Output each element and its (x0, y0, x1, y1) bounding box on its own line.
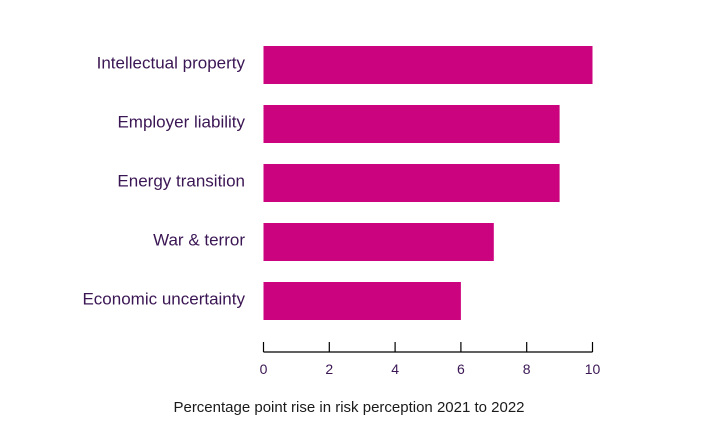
x-tick-label: 6 (457, 361, 465, 377)
bar-energy-transition (263, 164, 560, 202)
bar-war-terror (263, 223, 494, 261)
category-label: Intellectual property (97, 53, 246, 72)
x-axis-ticks-group: 0 2 4 6 8 10 (260, 342, 601, 377)
category-label: Energy transition (117, 171, 245, 190)
category-label: War & terror (153, 230, 245, 249)
bars-group (263, 46, 593, 320)
category-labels-group: Intellectual property Employer liability E… (82, 53, 245, 308)
bar-economic-uncertainty (263, 282, 461, 320)
category-label: Employer liability (117, 112, 245, 131)
x-axis-title: Percentage point rise in risk perception… (173, 399, 524, 416)
x-tick-label: 10 (585, 361, 601, 377)
x-tick-label: 0 (260, 361, 268, 377)
x-tick-label: 8 (523, 361, 531, 377)
bar-employer-liability (263, 105, 560, 143)
bar-intellectual-property (263, 46, 593, 84)
category-label: Economic uncertainty (82, 289, 245, 308)
x-tick-label: 2 (325, 361, 333, 377)
x-tick-label: 4 (391, 361, 399, 377)
